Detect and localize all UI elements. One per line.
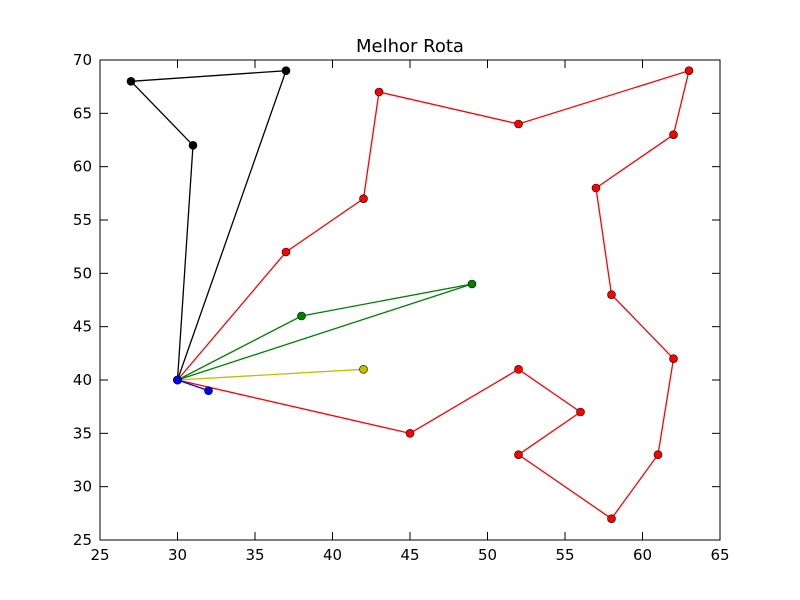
x-tick-label: 25 <box>90 546 109 564</box>
series-2-point <box>297 311 306 321</box>
x-tick-label: 35 <box>245 546 264 564</box>
series-0-point <box>374 87 384 97</box>
y-tick-label: 30 <box>73 478 92 496</box>
series-1-point <box>126 77 136 86</box>
series-0-point <box>591 183 601 193</box>
series-0-point <box>359 194 368 203</box>
series-layer <box>126 66 694 523</box>
series-4-point <box>204 386 213 395</box>
x-tick-label: 40 <box>323 546 342 564</box>
series-2-line <box>177 283 473 381</box>
y-tick-label: 65 <box>73 104 92 122</box>
series-0-point <box>653 450 663 459</box>
series-0-point <box>514 450 523 459</box>
series-0-point <box>514 365 523 374</box>
series-4-point <box>173 375 182 385</box>
axes-layer: 25 30 35 40 45 50 55 60 65 25 30 35 40 45 50 55 60 65 70 <box>73 51 730 564</box>
series-0-point <box>607 290 616 299</box>
y-tick-label: 45 <box>73 318 92 336</box>
series-0-point <box>281 247 291 257</box>
x-tick-label: 50 <box>478 546 497 564</box>
series-4 <box>173 375 213 395</box>
series-1-point <box>188 141 198 150</box>
series-0-point <box>684 66 694 75</box>
x-tick-label: 55 <box>555 546 574 564</box>
x-tick-label: 45 <box>400 546 419 564</box>
y-tick-label: 55 <box>73 211 92 229</box>
y-tick-label: 35 <box>73 424 92 442</box>
series-0-point <box>607 514 616 523</box>
y-tick-label: 40 <box>73 371 92 389</box>
y-tick-label: 60 <box>73 158 92 176</box>
series-0-point <box>669 130 678 139</box>
x-tick-label: 65 <box>710 546 729 564</box>
x-tick-label: 60 <box>633 546 652 564</box>
x-tick-label: 30 <box>168 546 187 564</box>
series-0 <box>173 66 694 523</box>
chart-title: Melhor Rota <box>356 36 464 57</box>
y-tick-label: 25 <box>73 531 92 549</box>
series-1-point <box>281 66 291 75</box>
series-0-point <box>669 354 678 363</box>
series-0-point <box>576 407 585 417</box>
y-tick-label: 70 <box>73 51 92 69</box>
series-3-point <box>359 365 368 374</box>
series-0-point <box>405 429 415 438</box>
series-2-point <box>467 279 477 289</box>
y-tick-label: 50 <box>73 264 92 282</box>
series-0-point <box>514 119 523 129</box>
